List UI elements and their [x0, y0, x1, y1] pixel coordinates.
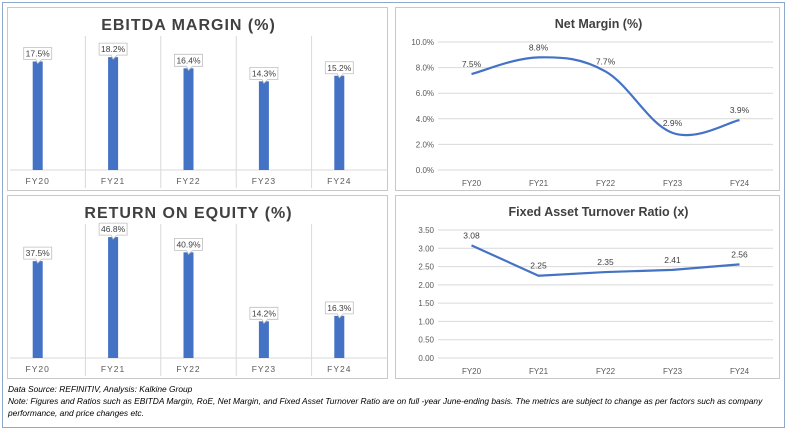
y-tick-label: 3.50	[418, 226, 434, 235]
bar-fy21	[108, 57, 119, 170]
data-label: 14.3%	[252, 68, 277, 78]
data-label: 2.25	[530, 261, 547, 271]
data-label-box	[174, 53, 203, 71]
x-tick-label: FY20	[462, 179, 482, 188]
data-label-box	[324, 301, 354, 319]
y-tick-label: 0.00	[418, 354, 434, 363]
net-margin-panel: Net Margin (%) 0.0% 2.0% 4.0% 6.0% 8.0% 10.0% 7…	[395, 7, 780, 191]
bar-fy24	[334, 315, 345, 358]
x-tick-label: FY23	[663, 367, 683, 376]
data-label: 2.9%	[663, 118, 683, 128]
bar-fy22	[183, 68, 194, 170]
data-label-box	[174, 237, 203, 256]
x-tick-label: FY21	[529, 367, 549, 376]
return-on-equity-chart: RETURN ON EQUITY (%) 37.5% FY20 46.8% FY21 40…	[10, 205, 387, 376]
y-tick-label: 8.0%	[416, 64, 434, 73]
x-tick-label: FY20	[26, 364, 50, 374]
x-tick-label: FY21	[101, 176, 125, 186]
x-tick-label: FY23	[252, 364, 276, 374]
return-on-equity-panel: RETURN ON EQUITY (%) 37.5% FY20 46.8% FY21 40…	[7, 195, 388, 379]
data-label: 46.8%	[101, 224, 126, 234]
ebitda-margin-panel: EBITDA MARGIN (%) 17.5% FY20 18.2% FY21 16.4%…	[7, 7, 388, 191]
x-tick-label: FY20	[26, 176, 50, 186]
bar-fy22	[183, 252, 194, 358]
bar-fy23	[258, 81, 269, 170]
bar-fy20	[32, 61, 43, 170]
y-tick-label: 3.00	[418, 244, 434, 253]
data-label-box	[23, 246, 53, 264]
x-tick-label: FY22	[596, 367, 616, 376]
data-label: 2.56	[731, 249, 748, 259]
data-label-box	[324, 61, 354, 79]
data-label-box	[249, 306, 279, 324]
footer-notes: Data Source: REFINITIV, Analysis: Kalkin…	[8, 383, 778, 419]
data-label: 3.08	[463, 230, 480, 240]
x-tick-label: FY23	[663, 179, 683, 188]
data-label: 7.7%	[596, 56, 616, 66]
data-label: 8.8%	[529, 42, 549, 52]
x-tick-label: FY22	[596, 179, 616, 188]
y-tick-label: 1.50	[418, 299, 434, 308]
data-label: 2.41	[664, 255, 681, 265]
bar-fy20	[32, 261, 43, 358]
data-label-box	[23, 47, 53, 65]
chart-title: Net Margin (%)	[555, 17, 643, 31]
x-tick-label: FY24	[327, 364, 351, 374]
data-label: 3.9%	[730, 105, 750, 115]
dashboard-frame: EBITDA MARGIN (%) 17.5% FY20 18.2% FY21 16.4%…	[2, 2, 785, 428]
bar-fy23	[258, 321, 269, 358]
data-label: 37.5%	[26, 248, 51, 258]
fixed-asset-turnover-panel: Fixed Asset Turnover Ratio (x) 0.00 0.50 1.…	[395, 195, 780, 379]
data-label: 40.9%	[176, 239, 201, 249]
x-tick-label: FY22	[176, 176, 200, 186]
chart-title: EBITDA MARGIN (%)	[101, 17, 276, 34]
chart-title: Fixed Asset Turnover Ratio (x)	[509, 205, 689, 219]
fixed-asset-turnover-chart: Fixed Asset Turnover Ratio (x) 0.00 0.50 1.…	[418, 205, 773, 376]
x-tick-label: FY21	[101, 364, 125, 374]
net-margin-chart: Net Margin (%) 0.0% 2.0% 4.0% 6.0% 8.0% 10.0% 7…	[411, 17, 773, 188]
data-label: 15.2%	[327, 63, 352, 73]
data-label: 18.2%	[101, 44, 126, 54]
y-tick-label: 6.0%	[416, 89, 434, 98]
x-tick-label: FY23	[252, 176, 276, 186]
data-label: 16.4%	[176, 55, 201, 65]
y-tick-label: 2.0%	[416, 140, 434, 149]
bar-fy24	[334, 75, 345, 170]
ebitda-margin-chart: EBITDA MARGIN (%) 17.5% FY20 18.2% FY21 16.4%…	[10, 17, 387, 188]
y-tick-label: 2.00	[418, 281, 434, 290]
y-tick-label: 0.0%	[416, 166, 434, 175]
note-text: Note: Figures and Ratios such as EBITDA …	[8, 396, 763, 418]
bar-fy21	[108, 237, 119, 358]
chart-title: RETURN ON EQUITY (%)	[84, 205, 292, 222]
data-source-text: Data Source: REFINITIV, Analysis: Kalkin…	[8, 384, 193, 394]
x-tick-label: FY24	[730, 179, 750, 188]
x-tick-label: FY20	[462, 367, 482, 376]
data-label: 14.2%	[252, 308, 277, 318]
x-tick-label: FY24	[730, 367, 750, 376]
data-label-box	[249, 66, 279, 85]
y-tick-label: 2.50	[418, 263, 434, 272]
data-label: 17.5%	[26, 49, 51, 59]
data-label: 7.5%	[462, 59, 482, 69]
y-tick-label: 1.00	[418, 317, 434, 326]
data-label-box	[98, 42, 128, 60]
y-tick-label: 0.50	[418, 336, 434, 345]
x-tick-label: FY21	[529, 179, 549, 188]
series-line	[471, 56, 740, 137]
x-tick-label: FY24	[327, 176, 351, 186]
y-tick-label: 4.0%	[416, 115, 434, 124]
y-tick-label: 10.0%	[411, 38, 434, 47]
data-label: 16.3%	[327, 303, 352, 313]
series-line	[471, 244, 740, 277]
data-label-box	[98, 222, 128, 240]
data-label: 2.35	[597, 257, 614, 267]
x-tick-label: FY22	[176, 364, 200, 374]
